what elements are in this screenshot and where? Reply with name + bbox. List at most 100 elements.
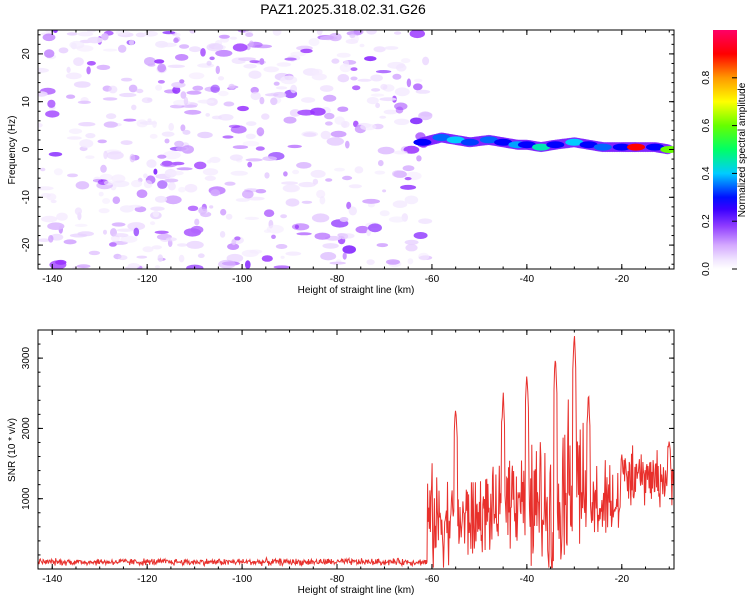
noise-cell: [366, 97, 379, 105]
noise-cell: [136, 189, 148, 198]
noise-cell: [179, 79, 185, 84]
noise-cell: [376, 243, 389, 248]
noise-cell: [383, 109, 398, 115]
noise-cell: [143, 180, 153, 189]
noise-cell: [171, 170, 184, 176]
noise-cell: [418, 218, 433, 224]
noise-cell: [197, 253, 205, 258]
noise-cell: [175, 146, 189, 152]
noise-cell: [115, 30, 130, 36]
noise-cell: [392, 73, 402, 80]
noise-cell: [103, 150, 108, 160]
noise-cell: [243, 64, 257, 69]
noise-cell: [217, 90, 229, 97]
noise-cell: [97, 139, 107, 144]
noise-cell: [46, 193, 57, 201]
signal-point: [646, 143, 664, 151]
noise-cell: [409, 30, 425, 39]
noise-cell: [316, 30, 323, 36]
snr-y-label: SNR (10 * v/v): [7, 418, 18, 482]
noise-cell: [86, 30, 96, 33]
snr-x-ticks: -140 -120 -100 -80 -60 -40 -20: [42, 330, 670, 585]
noise-cell: [73, 81, 91, 88]
noise-cell: [350, 67, 358, 71]
noise-cell: [290, 84, 297, 94]
noise-cell: [296, 232, 312, 236]
noise-cell: [249, 60, 260, 64]
noise-cell: [136, 255, 148, 259]
noise-cell: [370, 74, 383, 82]
noise-cell: [261, 113, 270, 120]
noise-cell: [164, 138, 170, 144]
noise-cell: [167, 64, 185, 69]
noise-cell: [263, 229, 272, 233]
noise-cell: [348, 184, 362, 189]
noise-cell: [189, 46, 201, 53]
noise-cell: [413, 232, 428, 239]
noise-cell: [119, 92, 137, 98]
noise-cell: [375, 70, 392, 74]
noise-cell: [41, 215, 58, 223]
noise-cell: [180, 91, 187, 99]
noise-cell: [401, 58, 411, 64]
noise-cell: [400, 184, 417, 190]
spectrogram-cells: [38, 30, 674, 269]
noise-cell: [123, 118, 137, 122]
noise-cell: [88, 250, 101, 256]
noise-cell: [219, 231, 226, 238]
noise-cell: [143, 173, 148, 179]
noise-cell: [164, 195, 182, 205]
noise-cell: [176, 167, 193, 171]
noise-cell: [38, 186, 54, 191]
noise-cell: [154, 59, 165, 64]
spectrogram-y-label: Frequency (Hz): [7, 116, 18, 185]
noise-cell: [55, 259, 67, 265]
noise-cell: [245, 32, 254, 37]
noise-cell: [228, 124, 241, 128]
noise-cell: [50, 199, 57, 204]
noise-cell: [157, 80, 165, 84]
colorbar-label: Normalized spectral amplitude: [737, 82, 748, 217]
noise-cell: [141, 97, 153, 104]
noise-cell: [319, 196, 326, 205]
noise-cell: [370, 93, 385, 97]
noise-cell: [108, 85, 118, 94]
noise-cell: [384, 46, 399, 50]
noise-cell: [300, 48, 313, 54]
noise-cell: [373, 46, 386, 53]
noise-cell: [255, 189, 267, 194]
noise-cell: [210, 189, 221, 197]
x-tick-label: -120: [137, 274, 157, 285]
noise-cell: [402, 165, 415, 172]
noise-cell: [285, 198, 300, 207]
noise-cell: [388, 216, 406, 223]
noise-cell: [242, 140, 260, 147]
noise-cell: [339, 217, 349, 222]
noise-cell: [360, 123, 377, 131]
noise-cell: [202, 168, 219, 176]
noise-cell: [334, 116, 345, 125]
noise-cell: [149, 133, 158, 139]
noise-cell: [77, 31, 94, 37]
noise-cell: [273, 265, 291, 269]
noise-cell: [164, 178, 179, 183]
noise-cell: [249, 40, 254, 47]
noise-cell: [218, 34, 230, 39]
noise-cell: [38, 67, 49, 73]
noise-cell: [352, 85, 361, 91]
noise-cell: [178, 186, 186, 193]
noise-cell: [247, 196, 265, 201]
noise-cell: [342, 245, 357, 254]
noise-cell: [103, 229, 107, 235]
spectrogram-x-label: Height of straight line (km): [298, 285, 415, 296]
noise-cell: [129, 153, 136, 163]
noise-cell: [296, 162, 312, 169]
noise-cell: [379, 97, 397, 102]
noise-cell: [285, 251, 302, 256]
y-tick-label: 20: [21, 48, 32, 60]
noise-cell: [184, 183, 198, 193]
signal-point: [413, 138, 432, 146]
noise-cell: [280, 214, 287, 219]
noise-cell: [418, 252, 430, 261]
